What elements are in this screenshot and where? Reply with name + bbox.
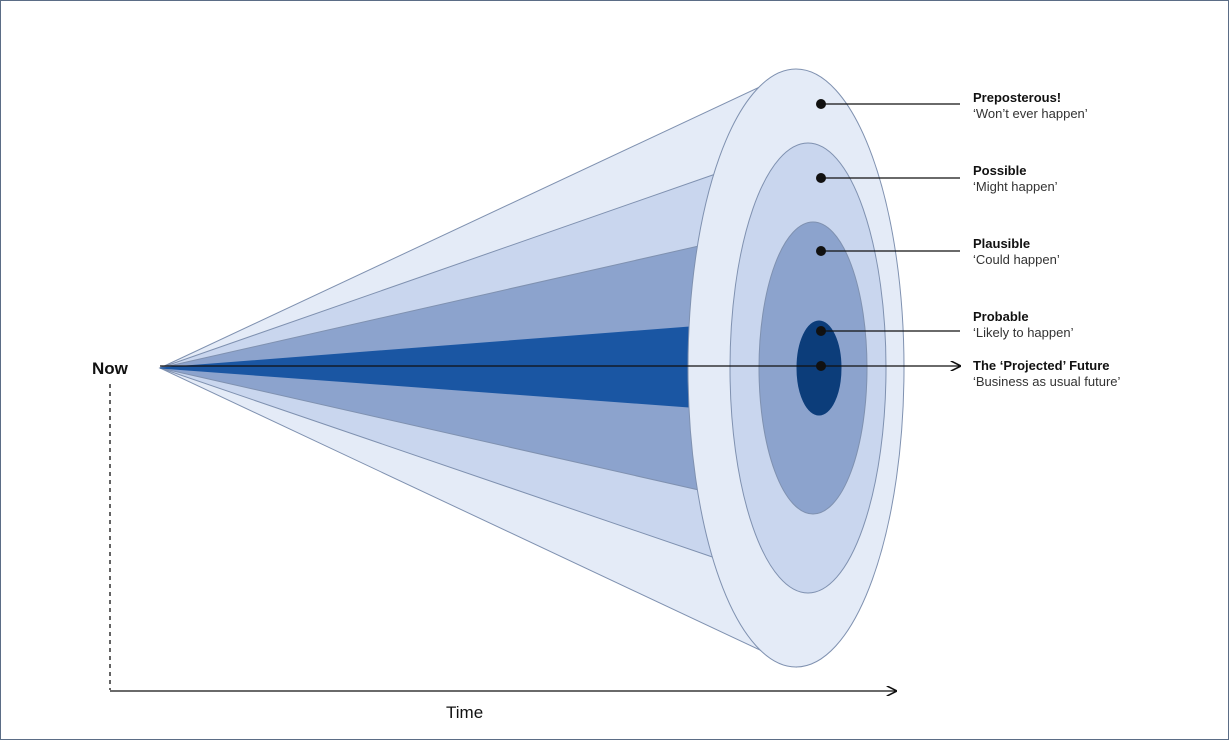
projected-subtitle: ‘Business as usual future’: [973, 374, 1121, 389]
preposterous-title: Preposterous!: [973, 90, 1061, 105]
probable-subtitle: ‘Likely to happen’: [973, 325, 1074, 340]
plausible-title: Plausible: [973, 236, 1030, 251]
plausible-subtitle: ‘Could happen’: [973, 252, 1060, 267]
preposterous-subtitle: ‘Won’t ever happen’: [973, 106, 1088, 121]
probable-title: Probable: [973, 309, 1029, 324]
now-label: Now: [92, 359, 129, 378]
projected-title: The ‘Projected’ Future: [973, 358, 1110, 373]
projected-dot: [816, 361, 826, 371]
time-axis-label: Time: [446, 703, 483, 722]
possible-subtitle: ‘Might happen’: [973, 179, 1058, 194]
possible-title: Possible: [973, 163, 1026, 178]
